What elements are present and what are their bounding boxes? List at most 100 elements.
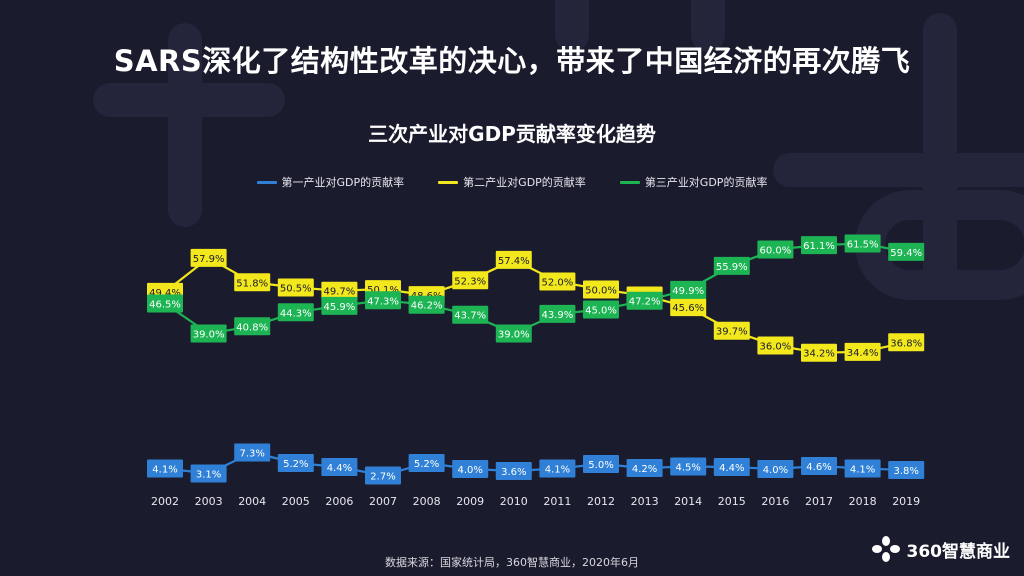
data-point-tertiary[interactable]	[844, 234, 881, 253]
data-point-tertiary[interactable]	[495, 324, 532, 343]
data-point-primary[interactable]	[190, 464, 227, 483]
data-label-primary: 4.6%	[806, 462, 831, 473]
data-point-tertiary[interactable]	[408, 295, 445, 314]
data-point-secondary[interactable]	[452, 271, 489, 290]
data-point-secondary[interactable]	[495, 250, 532, 269]
data-point-primary[interactable]	[844, 459, 881, 478]
data-point-tertiary[interactable]	[452, 305, 489, 324]
legend-item-tertiary[interactable]: 第三产业对GDP的贡献率	[619, 174, 768, 190]
data-point-secondary[interactable]	[234, 273, 271, 292]
data-point-tertiary[interactable]	[757, 240, 794, 259]
data-point-primary[interactable]	[626, 459, 663, 477]
data-point-secondary[interactable]	[277, 278, 314, 297]
data-label-tertiary: 55.9%	[716, 262, 748, 273]
brand-logo: 360智慧商业	[871, 536, 1010, 562]
data-label-primary: 4.0%	[457, 465, 482, 476]
x-tick-label: 2017	[805, 495, 833, 508]
data-label-tertiary: 39.0%	[498, 330, 530, 341]
x-tick-label: 2006	[325, 495, 353, 508]
data-point-tertiary[interactable]	[670, 280, 707, 299]
data-label-primary: 3.8%	[893, 466, 918, 477]
x-tick-label: 2019	[892, 495, 920, 508]
data-label-tertiary: 45.0%	[585, 306, 617, 317]
data-point-tertiary[interactable]	[626, 291, 663, 310]
data-label-tertiary: 40.8%	[236, 322, 268, 333]
data-point-secondary[interactable]	[583, 280, 619, 299]
x-tick-label: 2018	[849, 495, 877, 508]
x-tick-label: 2008	[413, 495, 441, 508]
data-label-primary: 5.0%	[588, 460, 613, 471]
x-tick-label: 2009	[456, 495, 484, 508]
x-tick-label: 2002	[151, 495, 179, 508]
data-point-secondary[interactable]	[713, 321, 750, 340]
data-point-secondary[interactable]	[844, 342, 881, 361]
x-tick-label: 2005	[282, 495, 310, 508]
data-point-secondary[interactable]	[539, 272, 576, 291]
data-point-tertiary[interactable]	[277, 303, 314, 322]
data-point-secondary[interactable]	[888, 333, 925, 352]
data-point-tertiary[interactable]	[321, 296, 358, 315]
data-label-primary: 3.1%	[196, 470, 221, 481]
data-point-primary[interactable]	[234, 443, 271, 462]
data-label-primary: 4.2%	[632, 464, 657, 475]
data-point-secondary[interactable]	[670, 298, 707, 317]
x-tick-label: 2003	[195, 495, 223, 508]
data-label-secondary: 52.0%	[542, 278, 574, 289]
data-label-tertiary: 43.9%	[542, 310, 574, 321]
series-line-secondary	[164, 256, 907, 354]
data-label-tertiary: 46.2%	[411, 301, 443, 312]
data-point-primary[interactable]	[583, 455, 619, 473]
legend-label-secondary: 第二产业对GDP的贡献率	[463, 176, 586, 189]
data-point-tertiary[interactable]	[147, 294, 183, 313]
legend-label-tertiary: 第三产业对GDP的贡献率	[644, 176, 768, 189]
data-point-primary[interactable]	[452, 460, 489, 478]
data-point-tertiary[interactable]	[888, 242, 925, 261]
data-point-tertiary[interactable]	[801, 236, 837, 255]
data-point-primary[interactable]	[801, 457, 837, 475]
data-label-secondary: 34.2%	[803, 349, 835, 360]
data-label-tertiary: 47.2%	[629, 297, 661, 308]
data-point-tertiary[interactable]	[190, 324, 227, 343]
data-point-primary[interactable]	[888, 461, 925, 479]
data-point-tertiary[interactable]	[713, 256, 750, 275]
x-tick-label: 2010	[500, 495, 528, 508]
data-point-primary[interactable]	[321, 458, 358, 476]
legend-item-primary[interactable]: 第一产业对GDP的贡献率	[256, 174, 404, 190]
data-label-tertiary: 39.0%	[193, 330, 225, 341]
data-label-tertiary: 45.9%	[324, 302, 356, 313]
data-point-tertiary[interactable]	[365, 291, 401, 310]
data-label-secondary: 50.1%	[367, 285, 399, 296]
data-point-tertiary[interactable]	[234, 317, 271, 336]
x-tick-label: 2015	[718, 495, 746, 508]
data-point-primary[interactable]	[277, 454, 314, 472]
data-point-primary[interactable]	[539, 459, 576, 478]
x-tick-label: 2007	[369, 495, 397, 508]
data-label-tertiary: 60.0%	[760, 246, 792, 257]
data-label-primary: 4.5%	[675, 463, 700, 474]
data-label-primary: 4.0%	[763, 465, 788, 476]
x-tick-label: 2012	[587, 495, 615, 508]
data-point-secondary[interactable]	[757, 336, 794, 355]
data-point-tertiary[interactable]	[539, 304, 576, 323]
data-point-primary[interactable]	[713, 458, 750, 476]
data-point-secondary[interactable]	[321, 281, 358, 300]
data-point-primary[interactable]	[365, 466, 401, 485]
data-point-primary[interactable]	[495, 462, 532, 480]
data-point-secondary[interactable]	[190, 248, 227, 267]
data-label-tertiary: 47.3%	[367, 296, 399, 307]
data-label-tertiary: 43.7%	[454, 311, 486, 322]
data-label-secondary: 36.0%	[760, 342, 792, 353]
x-tick-label: 2004	[238, 495, 266, 508]
data-label-secondary: 57.9%	[193, 254, 225, 265]
data-point-primary[interactable]	[408, 454, 445, 472]
legend-swatch-tertiary	[619, 180, 640, 184]
legend-item-secondary[interactable]: 第二产业对GDP的贡献率	[438, 174, 586, 190]
data-point-secondary[interactable]	[801, 343, 837, 362]
data-point-tertiary[interactable]	[583, 300, 619, 319]
data-point-primary[interactable]	[147, 459, 183, 478]
series-line-primary	[164, 451, 907, 477]
data-label-secondary: 51.8%	[236, 278, 268, 289]
data-point-primary[interactable]	[757, 460, 794, 478]
data-point-primary[interactable]	[670, 457, 707, 476]
